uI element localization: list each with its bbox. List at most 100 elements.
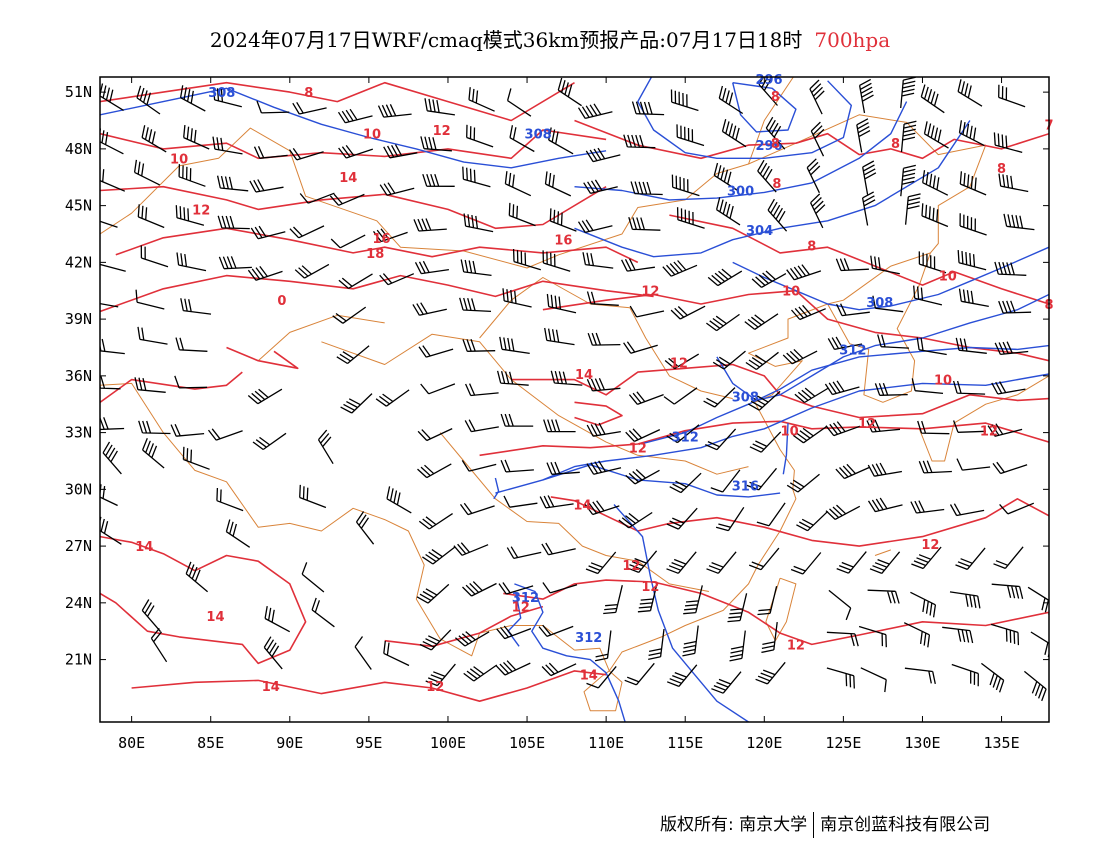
wind-barb xyxy=(791,304,826,321)
wind-barb xyxy=(586,291,619,306)
wind-barb xyxy=(372,228,408,243)
wind-barb xyxy=(746,467,778,491)
height-isoline xyxy=(613,504,749,722)
border-line xyxy=(827,252,931,403)
wind-barb xyxy=(538,624,574,638)
height-isoline xyxy=(574,120,971,258)
wind-barb xyxy=(175,337,208,352)
wind-barb xyxy=(544,327,575,346)
temperature-label: 10 xyxy=(782,285,800,300)
temperature-label: 14 xyxy=(262,680,280,695)
wind-barb xyxy=(416,583,450,604)
wind-barb xyxy=(786,264,822,281)
wind-barb xyxy=(713,162,739,192)
wind-barb xyxy=(141,125,167,153)
temperature-isotherm xyxy=(574,401,623,426)
wind-barb xyxy=(618,511,653,529)
border-line xyxy=(479,277,733,400)
wind-barb xyxy=(419,629,452,651)
wind-barb xyxy=(587,332,621,346)
wind-barb xyxy=(252,432,287,451)
wind-barb xyxy=(1003,213,1035,231)
temperature-label: 16 xyxy=(372,232,390,247)
wind-barb xyxy=(100,516,122,545)
temperature-label: 12 xyxy=(980,425,998,440)
wind-barb xyxy=(745,351,779,371)
wind-barb xyxy=(418,513,453,530)
wind-barb xyxy=(213,87,242,108)
wind-barb xyxy=(301,562,325,593)
wind-barb xyxy=(176,252,207,272)
wind-barb xyxy=(543,419,576,433)
wind-barb xyxy=(874,382,908,396)
wind-barb xyxy=(332,306,367,324)
wind-barb xyxy=(420,136,452,152)
wind-barb xyxy=(544,171,572,197)
wind-barb xyxy=(218,256,252,270)
wind-barb xyxy=(809,79,825,115)
border-line xyxy=(439,432,709,592)
wind-barb xyxy=(137,204,165,229)
border-line xyxy=(765,577,797,642)
wind-barb xyxy=(503,495,538,508)
border-line xyxy=(574,252,931,672)
height-label: 308 xyxy=(866,296,893,311)
temperature-label: 14 xyxy=(580,669,598,684)
temperature-label: 14 xyxy=(206,610,224,625)
wind-barb xyxy=(508,202,536,227)
wind-barb xyxy=(715,506,745,532)
wind-barb xyxy=(921,203,949,228)
height-isoline xyxy=(640,344,1049,445)
wind-barb xyxy=(671,174,700,197)
temperature-isotherm xyxy=(503,579,1049,646)
wind-barb xyxy=(867,462,903,477)
wind-barb xyxy=(506,546,542,560)
wind-barb xyxy=(910,591,937,618)
height-label: 312 xyxy=(512,591,539,606)
wind-barb xyxy=(993,132,1023,154)
temperature-label: 14 xyxy=(575,368,593,383)
wind-barb xyxy=(375,389,410,407)
temperature-label: 12 xyxy=(921,538,939,553)
wind-barb xyxy=(292,101,327,115)
temperature-label: 14 xyxy=(135,540,153,555)
copyright-right: 南京创蓝科技有限公司 xyxy=(820,815,991,835)
lat-tick-label: 45N xyxy=(65,197,92,215)
wind-barb xyxy=(869,551,901,575)
temperature-label: 10 xyxy=(934,374,952,389)
lat-tick-label: 48N xyxy=(65,140,92,158)
title-text: 2024年07月17日WRF/cmaq模式36km预报产品:07月17日18时 xyxy=(209,28,803,52)
wind-barb xyxy=(858,625,887,648)
wind-barb xyxy=(464,419,499,433)
wind-barb xyxy=(911,546,942,570)
wind-barb xyxy=(541,662,577,677)
lat-tick-label: 27N xyxy=(65,537,92,555)
temperature-label: 0 xyxy=(277,294,286,309)
wind-barb xyxy=(958,120,985,147)
wind-barb xyxy=(502,288,532,308)
wind-barb xyxy=(670,305,706,320)
wind-barb xyxy=(861,191,876,226)
temperature-label: 12 xyxy=(629,442,647,457)
wind-barb xyxy=(140,245,169,268)
wind-barb xyxy=(877,334,910,349)
wind-barb xyxy=(250,225,286,240)
height-label: 296 xyxy=(755,139,782,154)
wind-barb xyxy=(956,458,991,471)
height-isoline xyxy=(637,77,852,159)
wind-barb xyxy=(100,417,125,431)
wind-barb xyxy=(900,164,916,197)
temperature-isotherm xyxy=(511,363,1049,419)
wind-barb xyxy=(100,83,124,111)
wind-barb xyxy=(500,413,534,427)
wind-barb xyxy=(994,341,1029,356)
wind-barb xyxy=(174,375,208,389)
lat-tick-label: 42N xyxy=(65,253,92,271)
wind-barb xyxy=(170,423,205,437)
wind-barb xyxy=(461,460,497,472)
wind-barb xyxy=(910,500,945,514)
wind-barb xyxy=(418,345,454,358)
wind-barb xyxy=(991,583,1024,599)
wind-barb xyxy=(338,273,373,289)
wind-barb xyxy=(463,213,494,233)
